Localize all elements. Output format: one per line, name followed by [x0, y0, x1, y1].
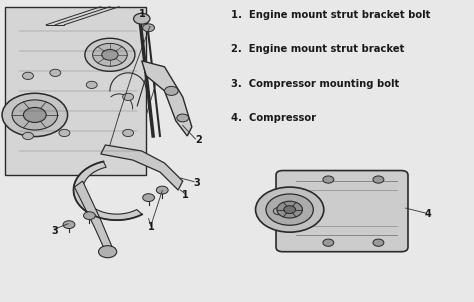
FancyBboxPatch shape: [269, 193, 288, 226]
Text: 1: 1: [139, 9, 146, 19]
Circle shape: [134, 13, 150, 24]
Circle shape: [323, 239, 334, 246]
Polygon shape: [142, 61, 192, 136]
Circle shape: [164, 86, 178, 95]
Text: 1: 1: [182, 190, 188, 200]
Circle shape: [59, 129, 70, 137]
Circle shape: [323, 176, 334, 183]
Text: 4.  Compressor: 4. Compressor: [230, 114, 316, 124]
Circle shape: [273, 207, 284, 215]
Text: 3.  Compressor mounting bolt: 3. Compressor mounting bolt: [230, 79, 399, 89]
Circle shape: [2, 93, 68, 137]
Circle shape: [50, 69, 61, 76]
Circle shape: [156, 186, 168, 194]
FancyBboxPatch shape: [276, 171, 408, 252]
Circle shape: [123, 129, 134, 137]
Circle shape: [63, 221, 75, 229]
Circle shape: [85, 38, 135, 71]
Text: 1: 1: [147, 222, 154, 232]
Circle shape: [373, 176, 384, 183]
Circle shape: [143, 24, 155, 32]
Circle shape: [255, 187, 324, 232]
Circle shape: [23, 108, 46, 122]
Text: 3: 3: [193, 178, 200, 188]
Polygon shape: [73, 162, 142, 220]
Polygon shape: [5, 7, 146, 175]
Circle shape: [284, 206, 296, 214]
Text: 2: 2: [195, 136, 202, 146]
Text: 1.  Engine mount strut bracket bolt: 1. Engine mount strut bracket bolt: [230, 10, 430, 20]
Text: 4: 4: [425, 209, 432, 219]
Circle shape: [99, 246, 117, 258]
Circle shape: [373, 239, 384, 246]
Circle shape: [23, 72, 34, 79]
Circle shape: [12, 100, 57, 130]
Circle shape: [277, 201, 302, 218]
Circle shape: [23, 132, 34, 140]
Circle shape: [102, 50, 118, 60]
Circle shape: [83, 212, 95, 220]
Circle shape: [92, 43, 127, 66]
Circle shape: [86, 81, 97, 88]
Circle shape: [177, 114, 189, 122]
Text: 3: 3: [51, 226, 58, 236]
Circle shape: [123, 93, 134, 101]
Text: 2.  Engine mount strut bracket: 2. Engine mount strut bracket: [230, 44, 404, 54]
Circle shape: [143, 194, 155, 201]
Circle shape: [266, 194, 313, 225]
Polygon shape: [74, 181, 112, 253]
Polygon shape: [101, 145, 182, 190]
